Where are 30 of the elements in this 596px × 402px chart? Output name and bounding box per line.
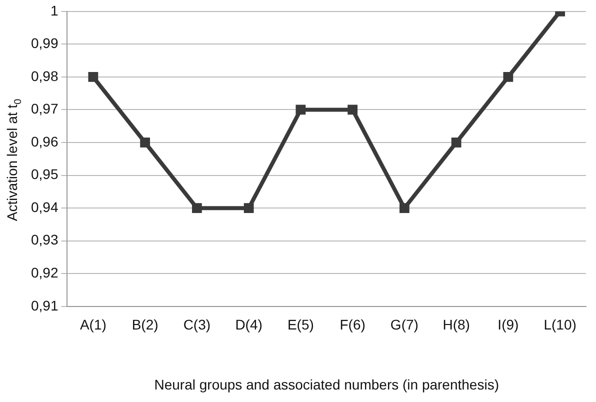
y-tick-label: 0,96 bbox=[31, 133, 58, 150]
point bbox=[244, 203, 254, 214]
y-tick-label: 0,92 bbox=[31, 264, 58, 280]
x-tick-label: H(8) bbox=[442, 316, 470, 333]
x-tick-label: E(5) bbox=[287, 316, 314, 333]
point bbox=[296, 104, 306, 115]
y-tick-label: 0,91 bbox=[31, 297, 58, 314]
y-tick-label: 0,98 bbox=[31, 68, 58, 84]
x-tick-label: A(1) bbox=[80, 316, 106, 333]
y-tick-label: 1 bbox=[50, 2, 58, 18]
point bbox=[88, 72, 98, 82]
x-tick-label: D(4) bbox=[235, 316, 262, 333]
x-axis-title: Neural groups and associated numbers (in parenthesis) bbox=[154, 376, 499, 392]
y-tick-label: 0,97 bbox=[31, 100, 58, 117]
y-tick-label: 0,93 bbox=[31, 232, 58, 248]
point bbox=[503, 72, 514, 82]
x-tick-label: I(9) bbox=[498, 316, 519, 333]
y-tick-label: 0,95 bbox=[31, 166, 58, 182]
x-tick-label: L(10) bbox=[544, 316, 576, 333]
point bbox=[192, 203, 202, 214]
point bbox=[348, 104, 358, 115]
point bbox=[140, 138, 150, 148]
point bbox=[399, 203, 410, 214]
y-tick-label: 0,94 bbox=[31, 198, 58, 215]
x-tick-label: G(7) bbox=[390, 316, 418, 333]
x-tick-label: B(2) bbox=[132, 316, 158, 333]
x-tick-label: C(3) bbox=[183, 316, 211, 333]
x-tick-label: F(6) bbox=[340, 316, 366, 333]
y-tick-label: 0,99 bbox=[31, 35, 58, 52]
point bbox=[451, 138, 462, 148]
